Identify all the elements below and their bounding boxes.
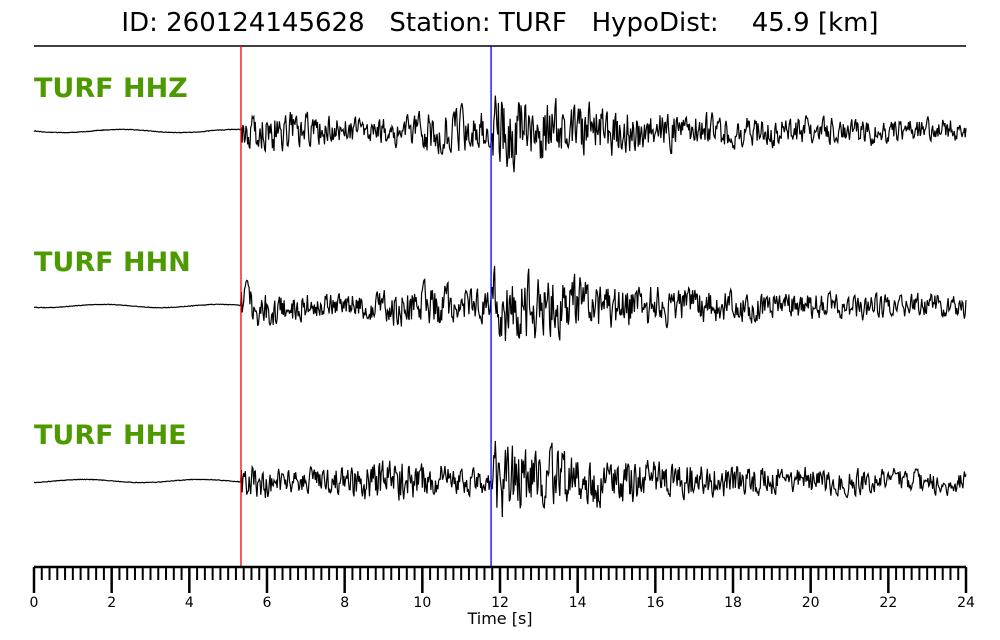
x-tick-label: 6 xyxy=(263,595,272,611)
trace-label-hhz: TURF HHZ xyxy=(34,73,188,104)
waveform-turf-hhn xyxy=(33,265,967,342)
x-tick-label: 24 xyxy=(957,595,975,611)
x-tick-label: 20 xyxy=(802,595,820,611)
x-tick-label: 14 xyxy=(569,595,587,611)
waveform-turf-hhe xyxy=(33,440,967,518)
trace-label-hhe: TURF HHE xyxy=(34,420,187,451)
x-tick-label: 0 xyxy=(30,595,39,611)
x-tick-label: 4 xyxy=(185,595,194,611)
x-axis-label: Time [s] xyxy=(466,609,532,628)
x-tick-label: 18 xyxy=(724,595,742,611)
x-tick-label: 2 xyxy=(107,595,116,611)
waveform-turf-hhz xyxy=(33,95,967,173)
x-tick-label: 16 xyxy=(646,595,664,611)
x-tick-label: 10 xyxy=(413,595,431,611)
x-tick-label: 12 xyxy=(491,595,509,611)
x-tick-label: 8 xyxy=(340,595,349,611)
x-tick-label: 22 xyxy=(879,595,897,611)
chart-title: ID: 260124145628 Station: TURF HypoDist:… xyxy=(121,8,879,38)
trace-label-hhn: TURF HHN xyxy=(34,247,191,278)
